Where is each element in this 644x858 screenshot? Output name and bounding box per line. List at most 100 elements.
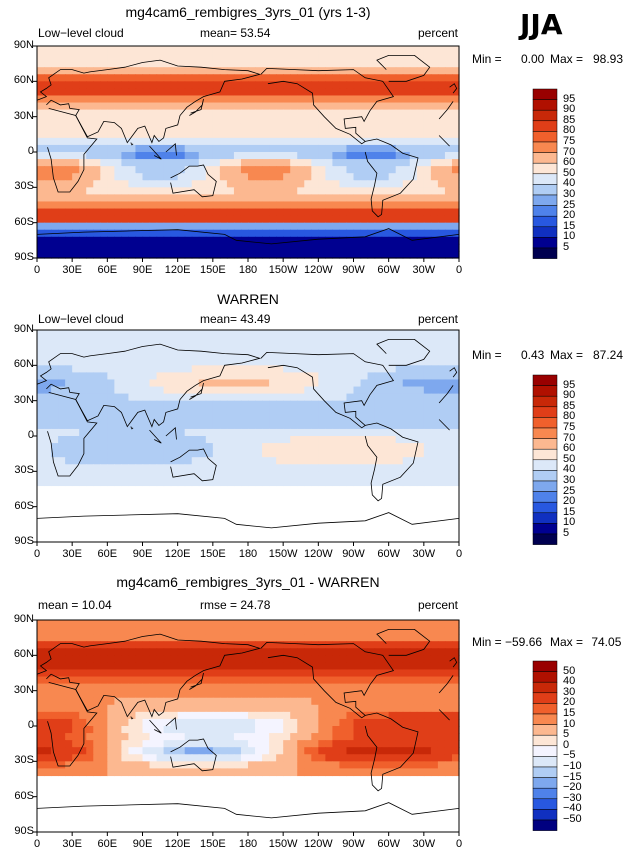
field-cell	[269, 747, 277, 755]
field-cell	[212, 478, 221, 487]
field-cell	[262, 194, 270, 203]
field-cell	[248, 229, 256, 238]
field-cell	[240, 330, 249, 338]
field-cell	[93, 173, 101, 181]
field-cell	[381, 662, 390, 671]
field-cell	[430, 733, 439, 741]
field-cell	[191, 711, 200, 720]
field-cell	[255, 137, 263, 146]
field-cell	[402, 60, 411, 68]
field-cell	[290, 393, 298, 402]
field-cell	[409, 655, 418, 663]
field-cell	[233, 478, 242, 487]
field-cell	[240, 754, 249, 762]
field-cell	[304, 662, 312, 671]
field-cell	[86, 180, 94, 188]
field-cell	[107, 662, 115, 671]
field-cell	[360, 88, 369, 97]
field-cell	[409, 627, 418, 635]
x-tick-label: 90E	[132, 264, 153, 276]
field-cell	[79, 95, 87, 104]
field-cell	[416, 46, 425, 54]
field-cell	[430, 337, 439, 345]
field-cell	[297, 95, 305, 104]
min-value: 0.43	[521, 348, 545, 362]
field-cell	[121, 130, 130, 139]
field-cell	[184, 208, 193, 217]
field-cell	[79, 464, 87, 472]
field-cell	[86, 53, 94, 61]
field-cell	[248, 733, 256, 741]
field-cell	[416, 457, 425, 465]
field-cell	[107, 166, 115, 174]
field-cell	[430, 159, 439, 167]
field-cell	[283, 726, 291, 734]
field-cell	[226, 747, 235, 755]
field-cell	[297, 471, 305, 479]
field-cell	[177, 187, 186, 195]
field-cell	[283, 330, 291, 338]
field-cell	[128, 400, 137, 409]
field-cell	[339, 690, 348, 699]
field-cell	[409, 243, 418, 252]
field-cell	[44, 250, 52, 259]
field-cell	[311, 648, 319, 656]
map-frame	[36, 45, 460, 259]
coastline	[376, 339, 431, 366]
field-cell	[100, 229, 108, 238]
field-cell	[205, 166, 214, 174]
field-cell	[311, 372, 319, 381]
field-cell	[444, 740, 453, 748]
field-cell	[51, 683, 59, 692]
field-cell	[311, 733, 319, 741]
field-cell	[51, 46, 59, 54]
field-cell	[276, 740, 284, 748]
field-cell	[304, 159, 312, 167]
field-cell	[121, 648, 130, 656]
field-cell	[51, 627, 59, 635]
field-cell	[325, 683, 333, 692]
field-cell	[311, 95, 319, 104]
field-cell	[156, 683, 165, 692]
field-cell	[423, 428, 432, 437]
field-cell	[219, 144, 228, 153]
field-cell	[332, 428, 341, 437]
field-cell	[325, 344, 333, 352]
field-cell	[374, 436, 383, 444]
field-cell	[360, 718, 369, 727]
field-cell	[388, 471, 397, 479]
field-cell	[135, 74, 144, 82]
field-cell	[262, 358, 270, 366]
field-cell	[51, 768, 59, 777]
field-cell	[416, 697, 425, 706]
field-cell	[360, 669, 369, 678]
field-cell	[240, 123, 249, 132]
field-cell	[374, 208, 383, 217]
field-cell	[346, 60, 355, 68]
field-cell	[409, 393, 418, 402]
field-cell	[269, 152, 277, 160]
field-cell	[423, 648, 432, 656]
field-cell	[128, 81, 137, 89]
colorbar-box	[532, 777, 558, 789]
field-cell	[240, 88, 249, 97]
field-cell	[276, 718, 284, 727]
x-tick-label: 180	[238, 548, 258, 560]
field-cell	[269, 123, 277, 132]
field-cell	[451, 152, 460, 160]
field-cell	[121, 152, 130, 160]
field-cell	[311, 407, 319, 416]
field-cell	[107, 414, 115, 423]
field-cell	[51, 358, 59, 366]
field-cell	[156, 379, 165, 388]
field-cell	[395, 478, 404, 487]
field-cell	[72, 421, 80, 430]
field-cell	[360, 102, 369, 111]
field-cell	[423, 236, 432, 245]
field-cell	[205, 60, 214, 68]
field-cell	[226, 726, 235, 734]
field-cell	[114, 471, 122, 479]
field-cell	[205, 180, 214, 188]
field-cell	[86, 718, 94, 727]
field-cell	[367, 669, 376, 678]
